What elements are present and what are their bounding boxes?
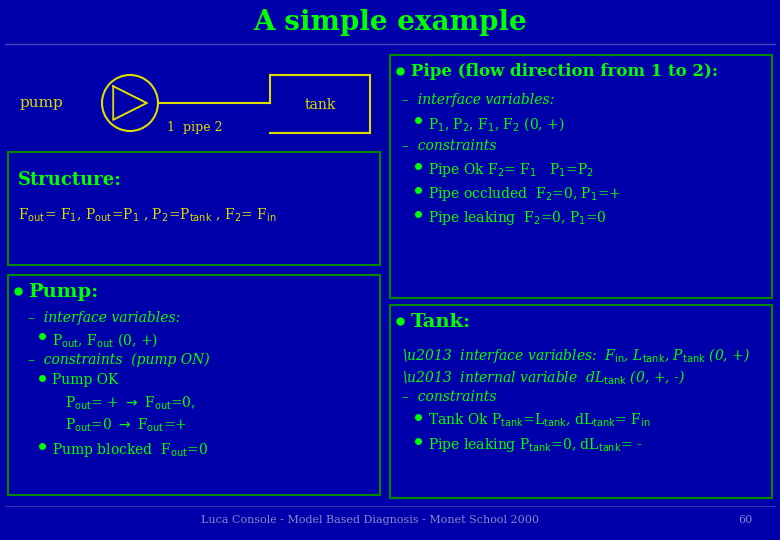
Text: pump: pump bbox=[20, 96, 64, 110]
Text: Pump:: Pump: bbox=[28, 283, 98, 301]
Text: Pipe (flow direction from 1 to 2):: Pipe (flow direction from 1 to 2): bbox=[411, 63, 718, 80]
Text: Tank Ok P$_{\rm tank}$=L$_{\rm tank}$, dL$_{\rm tank}$= F$_{\rm in}$: Tank Ok P$_{\rm tank}$=L$_{\rm tank}$, d… bbox=[428, 412, 651, 429]
Text: P$_{\rm out}$, F$_{\rm out}$ (0, +): P$_{\rm out}$, F$_{\rm out}$ (0, +) bbox=[52, 331, 158, 349]
Text: –  constraints: – constraints bbox=[402, 139, 497, 153]
Text: Pump blocked  F$_{\rm out}$=0: Pump blocked F$_{\rm out}$=0 bbox=[52, 441, 208, 459]
Text: \u2013  interface variables:  F$_{\rm in}$, L$_{\rm tank}$, P$_{\rm tank}$ (0, +: \u2013 interface variables: F$_{\rm in}$… bbox=[402, 346, 750, 365]
Text: 1  pipe 2: 1 pipe 2 bbox=[167, 122, 223, 134]
Text: Pipe leaking P$_{\rm tank}$=0, dL$_{\rm tank}$= -: Pipe leaking P$_{\rm tank}$=0, dL$_{\rm … bbox=[428, 436, 642, 454]
Text: Luca Console - Model Based Diagnosis - Monet School 2000: Luca Console - Model Based Diagnosis - M… bbox=[201, 515, 539, 525]
Text: P$_1$, P$_2$, F$_1$, F$_2$ (0, +): P$_1$, P$_2$, F$_1$, F$_2$ (0, +) bbox=[428, 115, 565, 133]
Text: –  interface variables:: – interface variables: bbox=[402, 93, 555, 107]
Text: P$_{\rm out}$=0 $\rightarrow$ F$_{\rm out}$=+: P$_{\rm out}$=0 $\rightarrow$ F$_{\rm ou… bbox=[65, 417, 187, 434]
Text: A simple example: A simple example bbox=[254, 9, 526, 36]
Text: tank: tank bbox=[304, 98, 335, 112]
Text: \u2013  internal variable  dL$_{\rm tank}$ (0, +, -): \u2013 internal variable dL$_{\rm tank}$… bbox=[402, 368, 685, 386]
Text: –  constraints: – constraints bbox=[402, 390, 497, 404]
Text: –  constraints  (pump ON): – constraints (pump ON) bbox=[28, 353, 210, 367]
Text: Tank:: Tank: bbox=[411, 313, 471, 331]
Text: Pipe leaking  F$_2$=0, P$_1$=0: Pipe leaking F$_2$=0, P$_1$=0 bbox=[428, 209, 607, 227]
Text: Pipe occluded  F$_2$=0, P$_1$=+: Pipe occluded F$_2$=0, P$_1$=+ bbox=[428, 185, 621, 203]
Text: F$_{\rm out}$= F$_1$, P$_{\rm out}$=P$_1$ , P$_2$=P$_{\rm tank}$ , F$_2$= F$_{\r: F$_{\rm out}$= F$_1$, P$_{\rm out}$=P$_1… bbox=[18, 207, 277, 225]
Text: 60: 60 bbox=[738, 515, 752, 525]
Text: Structure:: Structure: bbox=[18, 171, 122, 189]
Text: –  interface variables:: – interface variables: bbox=[28, 311, 180, 325]
Text: P$_{\rm out}$= + $\rightarrow$ F$_{\rm out}$=0,: P$_{\rm out}$= + $\rightarrow$ F$_{\rm o… bbox=[65, 395, 196, 413]
Text: Pump OK: Pump OK bbox=[52, 373, 119, 387]
Text: Pipe Ok F$_2$= F$_1$   P$_1$=P$_2$: Pipe Ok F$_2$= F$_1$ P$_1$=P$_2$ bbox=[428, 161, 594, 179]
